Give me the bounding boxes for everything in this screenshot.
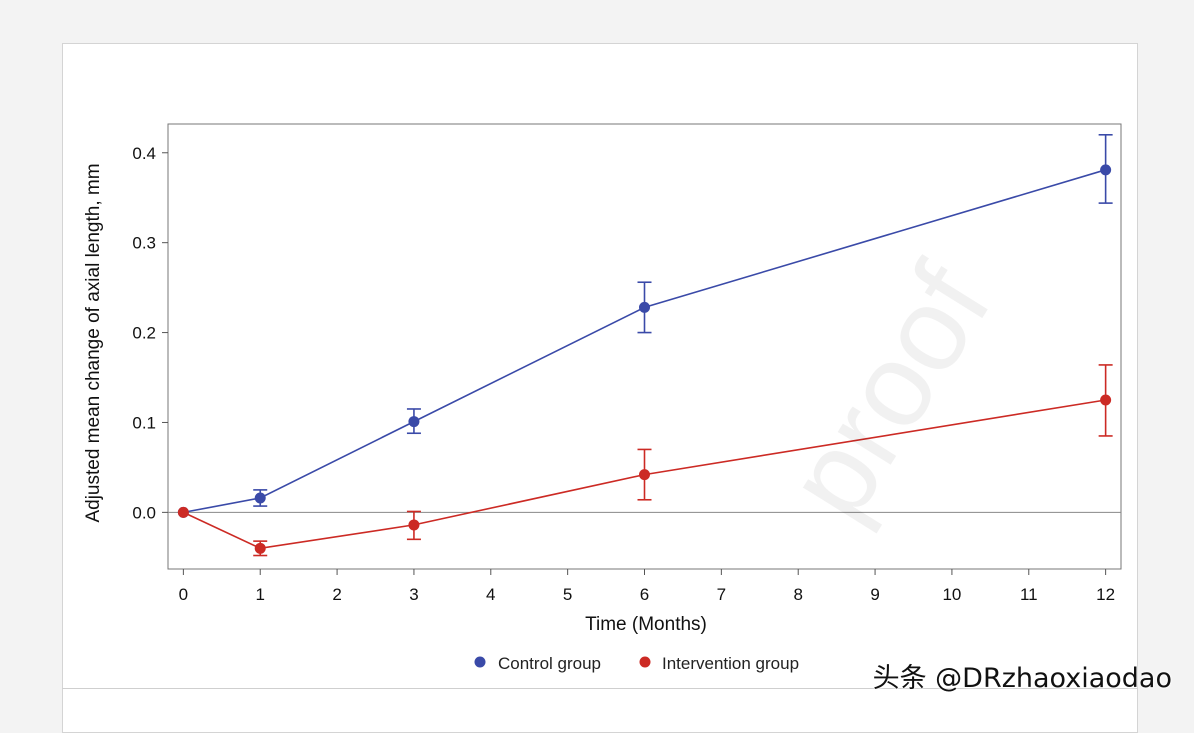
x-tick-label: 7 <box>717 585 726 604</box>
y-tick-label: 0.4 <box>132 144 156 163</box>
y-tick-label: 0.0 <box>132 503 156 522</box>
credit-watermark: 头条 @DRzhaoxiaodao <box>872 663 1172 694</box>
x-axis-ticks: 0 1 2 3 4 5 6 7 8 9 10 11 12 <box>179 569 1115 604</box>
y-axis-label: Adjusted mean change of axial length, mm <box>83 163 104 522</box>
legend-intervention-label: Intervention group <box>662 654 799 673</box>
intervention-group-point <box>408 519 420 531</box>
x-tick-label: 12 <box>1096 585 1115 604</box>
intervention-group-point <box>254 542 266 554</box>
y-tick-label: 0.2 <box>132 324 156 343</box>
series-group <box>177 133 1113 557</box>
y-axis-ticks: 0.0 0.1 0.2 0.3 0.4 <box>132 144 168 522</box>
x-tick-label: 0 <box>179 585 188 604</box>
y-tick-label: 0.3 <box>132 234 156 253</box>
y-tick-label: 0.1 <box>132 413 156 432</box>
x-tick-label: 4 <box>486 585 495 604</box>
plot-frame <box>167 123 1122 570</box>
intervention-group-point <box>177 506 189 518</box>
x-tick-label: 10 <box>942 585 961 604</box>
control-group-point <box>408 416 420 428</box>
line-chart: 0.00.10.20.30.4 0 1 2 3 4 5 6 7 8 9 10 11 12 Time (M… <box>83 123 1122 673</box>
x-tick-label: 9 <box>870 585 879 604</box>
x-tick-label: 2 <box>332 585 341 604</box>
x-axis-label: Time (Months) <box>585 614 707 635</box>
intervention-group-point <box>1100 394 1112 406</box>
card-divider <box>62 688 1138 689</box>
x-tick-label: 5 <box>563 585 572 604</box>
x-tick-label: 6 <box>640 585 649 604</box>
legend-control-label: Control group <box>498 654 601 673</box>
x-tick-label: 1 <box>255 585 264 604</box>
figure-card <box>62 43 1138 733</box>
intervention-group-series <box>177 364 1113 557</box>
control-group-point <box>1100 164 1112 176</box>
x-tick-label: 11 <box>1020 585 1038 604</box>
legend: Control group Intervention group <box>474 654 799 673</box>
legend-intervention-marker <box>639 656 651 668</box>
legend-control-marker <box>474 656 486 668</box>
control-group-point <box>254 492 266 504</box>
control-group-point <box>639 301 650 313</box>
intervention-group-point <box>639 469 650 481</box>
x-tick-label: 3 <box>409 585 418 604</box>
figure-page: 0.0 0.1 0.2 0.3 0.4 0 1 2 3 4 5 6 7 8 9 10 11 12 Time (M… <box>62 43 1172 733</box>
x-tick-label: 8 <box>793 585 802 604</box>
